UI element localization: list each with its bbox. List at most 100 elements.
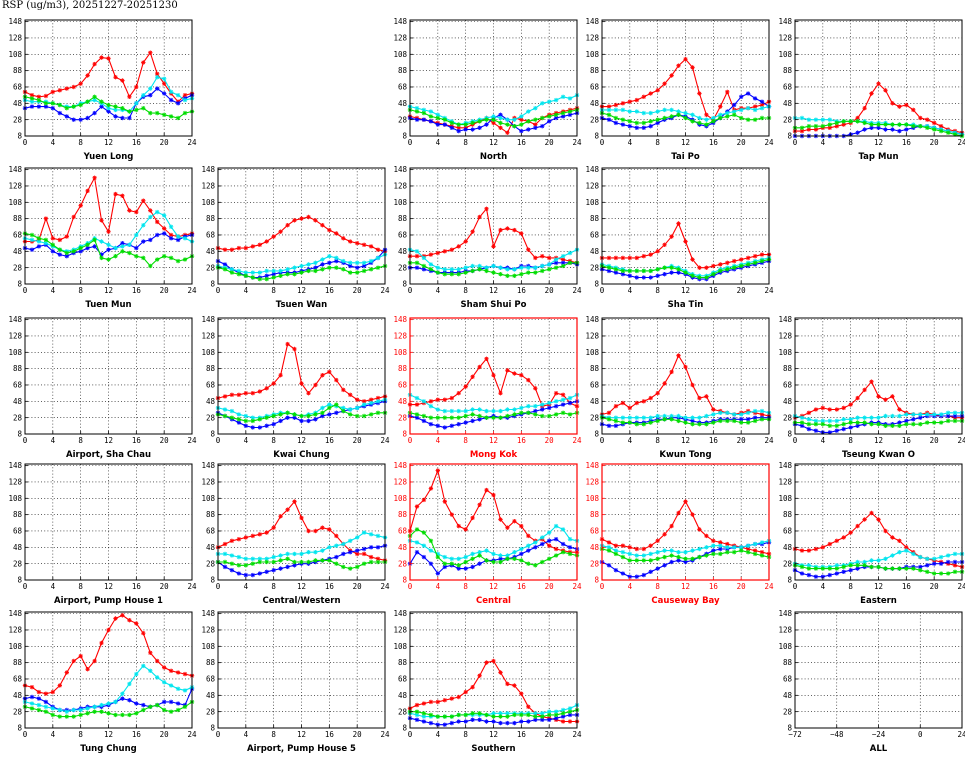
data-point [683,111,687,115]
data-point [690,548,694,552]
data-point [614,103,618,107]
data-point [498,116,502,120]
data-point [911,566,915,570]
data-point [656,419,660,423]
data-point [526,109,530,113]
data-point [422,264,426,268]
y-tick-label: 48 [398,397,408,406]
data-point [855,524,859,528]
data-point [498,714,502,718]
data-point [106,248,110,252]
data-point [897,550,901,554]
x-tick-label: 20 [545,582,555,591]
data-point [683,116,687,120]
data-point [697,527,701,531]
data-point [30,695,34,699]
data-point [918,412,922,416]
data-point [99,641,103,645]
x-tick-label: 4 [51,286,56,295]
data-point [533,256,537,260]
y-tick-label: 88 [783,510,793,519]
y-tick-label: 48 [398,691,408,700]
data-point [897,407,901,411]
y-tick-label: 148 [201,315,215,324]
x-tick-label: 12 [874,436,883,445]
data-point [334,256,338,260]
data-point [642,416,646,420]
data-point [334,231,338,235]
data-point [258,243,262,247]
data-point [718,411,722,415]
data-point [72,104,76,108]
x-tick-label: 8 [848,436,853,445]
data-point [258,277,262,281]
data-point [148,215,152,219]
data-point [79,708,83,712]
data-point [656,391,660,395]
data-point [44,216,48,220]
y-tick-label: 28 [398,559,408,568]
data-point [341,388,345,392]
x-tick-label: 4 [51,730,56,739]
data-point [237,571,241,575]
data-point [669,270,673,274]
data-point [155,220,159,224]
data-point [183,688,187,692]
data-point [533,563,537,567]
x-tick-label: 20 [545,138,555,147]
data-point [621,118,625,122]
data-point [443,122,447,126]
data-point [334,562,338,566]
data-point [614,568,618,572]
data-point [512,124,516,128]
data-point [561,95,565,99]
y-tick-label: 48 [590,247,600,256]
y-tick-label: 48 [783,691,793,700]
data-point [835,571,839,575]
y-tick-label: 128 [585,182,599,191]
x-tick-label: 8 [271,730,276,739]
y-tick-label: 28 [590,115,600,124]
data-point [683,416,687,420]
x-tick-label: 4 [51,436,56,445]
data-point [890,394,894,398]
y-tick-label: 28 [13,263,23,272]
data-point [939,562,943,566]
data-point [649,275,653,279]
data-point [327,370,331,374]
data-point [230,416,234,420]
data-point [526,713,530,717]
y-tick-label: 108 [393,50,407,59]
y-tick-label: 68 [13,675,23,684]
data-point [120,244,124,248]
data-point [656,249,660,253]
data-point [155,210,159,214]
data-point [953,411,957,415]
data-point [568,537,572,541]
x-tick-label: 0 [216,286,221,295]
data-point [512,371,516,375]
data-point [223,407,227,411]
y-tick-label: 148 [778,461,792,470]
data-point [498,670,502,674]
y-tick-label: 28 [206,413,216,422]
data-point [498,560,502,564]
y-tick-label: 148 [393,17,407,26]
data-point [457,557,461,561]
data-point [628,416,632,420]
data-point [120,106,124,110]
data-point [327,412,331,416]
data-point [505,414,509,418]
data-point [505,526,509,530]
y-tick-label: 68 [13,381,23,390]
data-point [457,244,461,248]
data-point [498,416,502,420]
data-point [821,406,825,410]
data-point [649,124,653,128]
y-tick-label: 88 [398,214,408,223]
y-tick-label: 88 [783,66,793,75]
data-point [477,119,481,123]
data-point [148,238,152,242]
data-point [422,118,426,122]
x-tick-label: 4 [51,138,56,147]
